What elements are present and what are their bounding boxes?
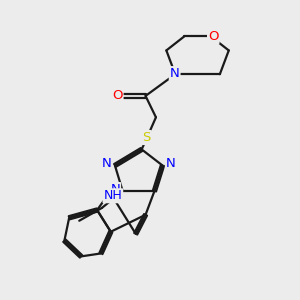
Text: NH: NH — [103, 189, 122, 202]
Text: N: N — [110, 183, 120, 196]
Text: O: O — [208, 30, 219, 43]
Text: S: S — [142, 131, 151, 144]
Text: O: O — [112, 89, 123, 102]
Text: N: N — [170, 67, 179, 80]
Text: N: N — [102, 158, 112, 170]
Text: N: N — [166, 158, 176, 170]
